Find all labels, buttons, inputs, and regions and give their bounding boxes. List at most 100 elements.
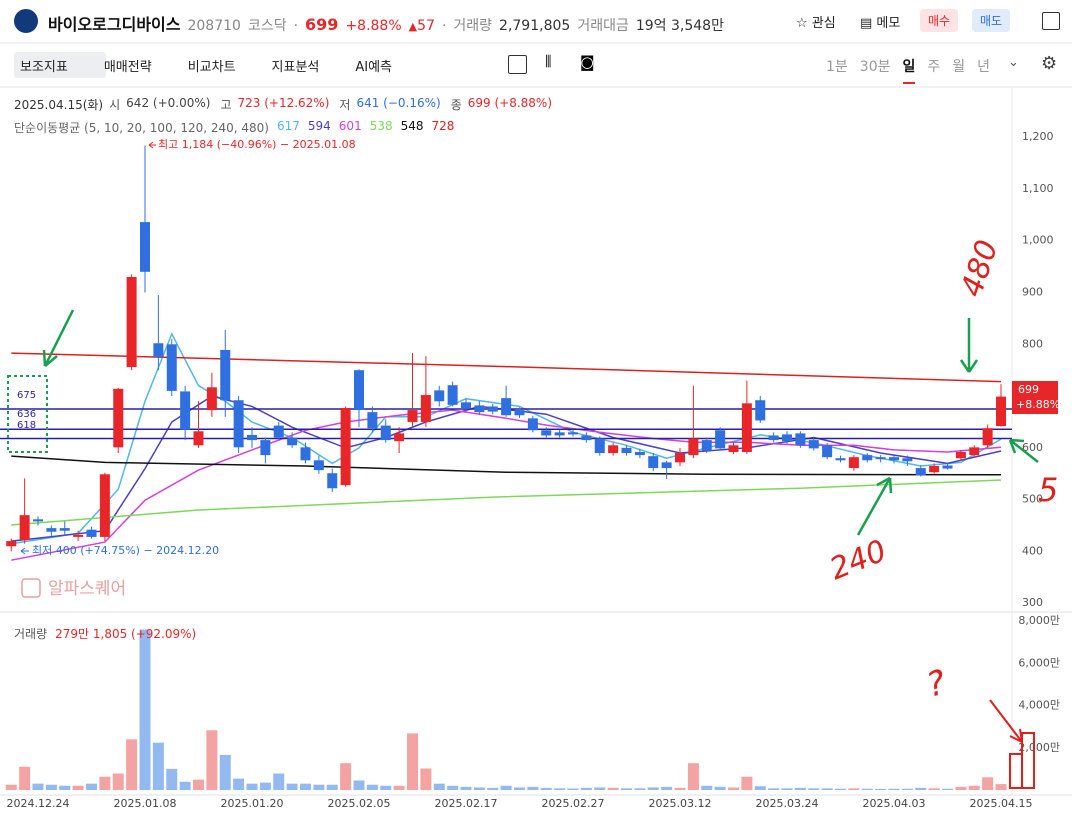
volume-bar	[420, 768, 432, 790]
date: 2025.04.15(화)	[14, 98, 104, 112]
market: 코스닥	[247, 18, 287, 34]
volume-bar	[139, 629, 151, 790]
price-badge	[1012, 381, 1058, 414]
info-value: 723 (+12.62%)	[237, 96, 330, 110]
ma-value: 538	[369, 119, 393, 133]
panel-icon[interactable]	[1042, 12, 1060, 30]
low-note: 최저 400 (+74.75%) − 2024.12.20	[32, 544, 219, 557]
change: ▲57	[408, 18, 435, 34]
volume-bar	[393, 785, 405, 790]
info-value: 642 (+0.00%)	[126, 96, 211, 110]
tool[interactable]: 비교차트	[187, 60, 236, 75]
candle-body	[581, 435, 592, 441]
candle-body	[354, 370, 364, 411]
candle-body	[33, 519, 43, 522]
candle-body	[862, 455, 873, 461]
volume-bar	[567, 788, 579, 790]
buy-button[interactable]: 매수	[920, 9, 959, 32]
period[interactable]: 주	[927, 59, 941, 75]
info-value: 641 (−0.16%)	[356, 96, 441, 110]
candle-body	[755, 400, 766, 421]
dotted-box	[7, 375, 48, 453]
volume-bar	[259, 782, 271, 790]
candle-body	[688, 438, 699, 456]
candle-body	[835, 458, 846, 461]
box-label: 675	[17, 390, 37, 401]
candle-body	[808, 440, 819, 449]
volume-bar	[286, 783, 298, 790]
candle-body	[126, 276, 137, 368]
memo-label[interactable]: 메모	[876, 16, 901, 31]
watch-label[interactable]: 관심	[811, 16, 836, 31]
volume-bar	[433, 783, 445, 790]
volume-bar	[982, 777, 994, 790]
volume-bar	[687, 763, 699, 790]
change-pct: +8.88%	[345, 18, 402, 34]
volume-bar	[647, 787, 659, 790]
candle-body	[568, 432, 578, 435]
candle-body	[527, 418, 538, 431]
candle-body	[594, 438, 605, 454]
volume-bar	[781, 788, 793, 790]
box-labels: 675 636 618	[17, 390, 36, 431]
candle-body	[889, 457, 899, 461]
watch-button[interactable]: ☆ 관심	[796, 16, 836, 31]
y2-tick-label: 6,000만	[1018, 656, 1060, 669]
note-arrow	[20, 547, 29, 555]
candle-body	[420, 395, 431, 422]
volume-bar	[808, 788, 820, 790]
candle-body	[661, 462, 672, 469]
volume-bar	[99, 776, 111, 790]
tool[interactable]: 지표분석	[271, 60, 320, 75]
y-tick-label: 600	[1022, 441, 1043, 454]
volume-bar	[514, 787, 525, 790]
x-tick-label: 2025.01.20	[221, 797, 284, 810]
x-tick-label: 2025.03.24	[756, 797, 819, 810]
period[interactable]: 년	[977, 59, 991, 75]
period[interactable]: 일	[902, 56, 916, 84]
tool[interactable]: AI예측	[355, 60, 393, 75]
candle-body	[728, 445, 739, 453]
settings[interactable]: ⚙	[1041, 53, 1058, 74]
tool[interactable]: 매매전략	[103, 60, 152, 75]
tool[interactable]: 보조지표	[20, 60, 68, 75]
volume-bar	[112, 773, 124, 790]
volume-bar	[5, 784, 17, 790]
memo-button[interactable]: ▤ 메모	[860, 16, 901, 31]
candle-body	[915, 468, 926, 476]
candle-body	[407, 410, 418, 422]
period[interactable]: 30분	[859, 59, 891, 75]
sell-button[interactable]: 매도	[972, 9, 1011, 32]
candle-body	[782, 434, 792, 442]
volume-bar	[848, 788, 860, 790]
x-tick-label: 2025.03.12	[649, 797, 712, 810]
volume-bar	[888, 788, 900, 790]
stock-name: 바이오로그디바이스	[48, 15, 181, 34]
camera-tool[interactable]: ◙	[580, 53, 595, 71]
chevron[interactable]: ⌄	[1008, 55, 1019, 70]
volume-bar	[942, 788, 953, 790]
volume-bar	[193, 779, 204, 790]
candle-body	[461, 402, 471, 408]
volume-bar	[835, 788, 846, 790]
candle-body	[634, 452, 645, 456]
period[interactable]: 1분	[826, 59, 848, 75]
sep: ·	[441, 18, 447, 34]
candle-body	[621, 447, 632, 454]
candle-body	[501, 398, 512, 416]
volume-bar	[72, 785, 84, 790]
watermark-icon	[21, 578, 41, 598]
box-label: 618	[17, 420, 37, 431]
volume-bar	[447, 785, 459, 790]
candle-body	[822, 445, 833, 458]
candle-body	[193, 431, 204, 446]
candle-tool[interactable]: ⫼	[545, 54, 552, 70]
square-tool[interactable]	[508, 55, 527, 74]
volume-bar	[233, 778, 245, 790]
volume-bar	[527, 786, 539, 790]
period[interactable]: 월	[952, 59, 966, 75]
watermark: 알파스퀘어	[48, 579, 126, 599]
y-tick-label: 900	[1022, 286, 1043, 299]
volume-bar	[955, 786, 967, 790]
